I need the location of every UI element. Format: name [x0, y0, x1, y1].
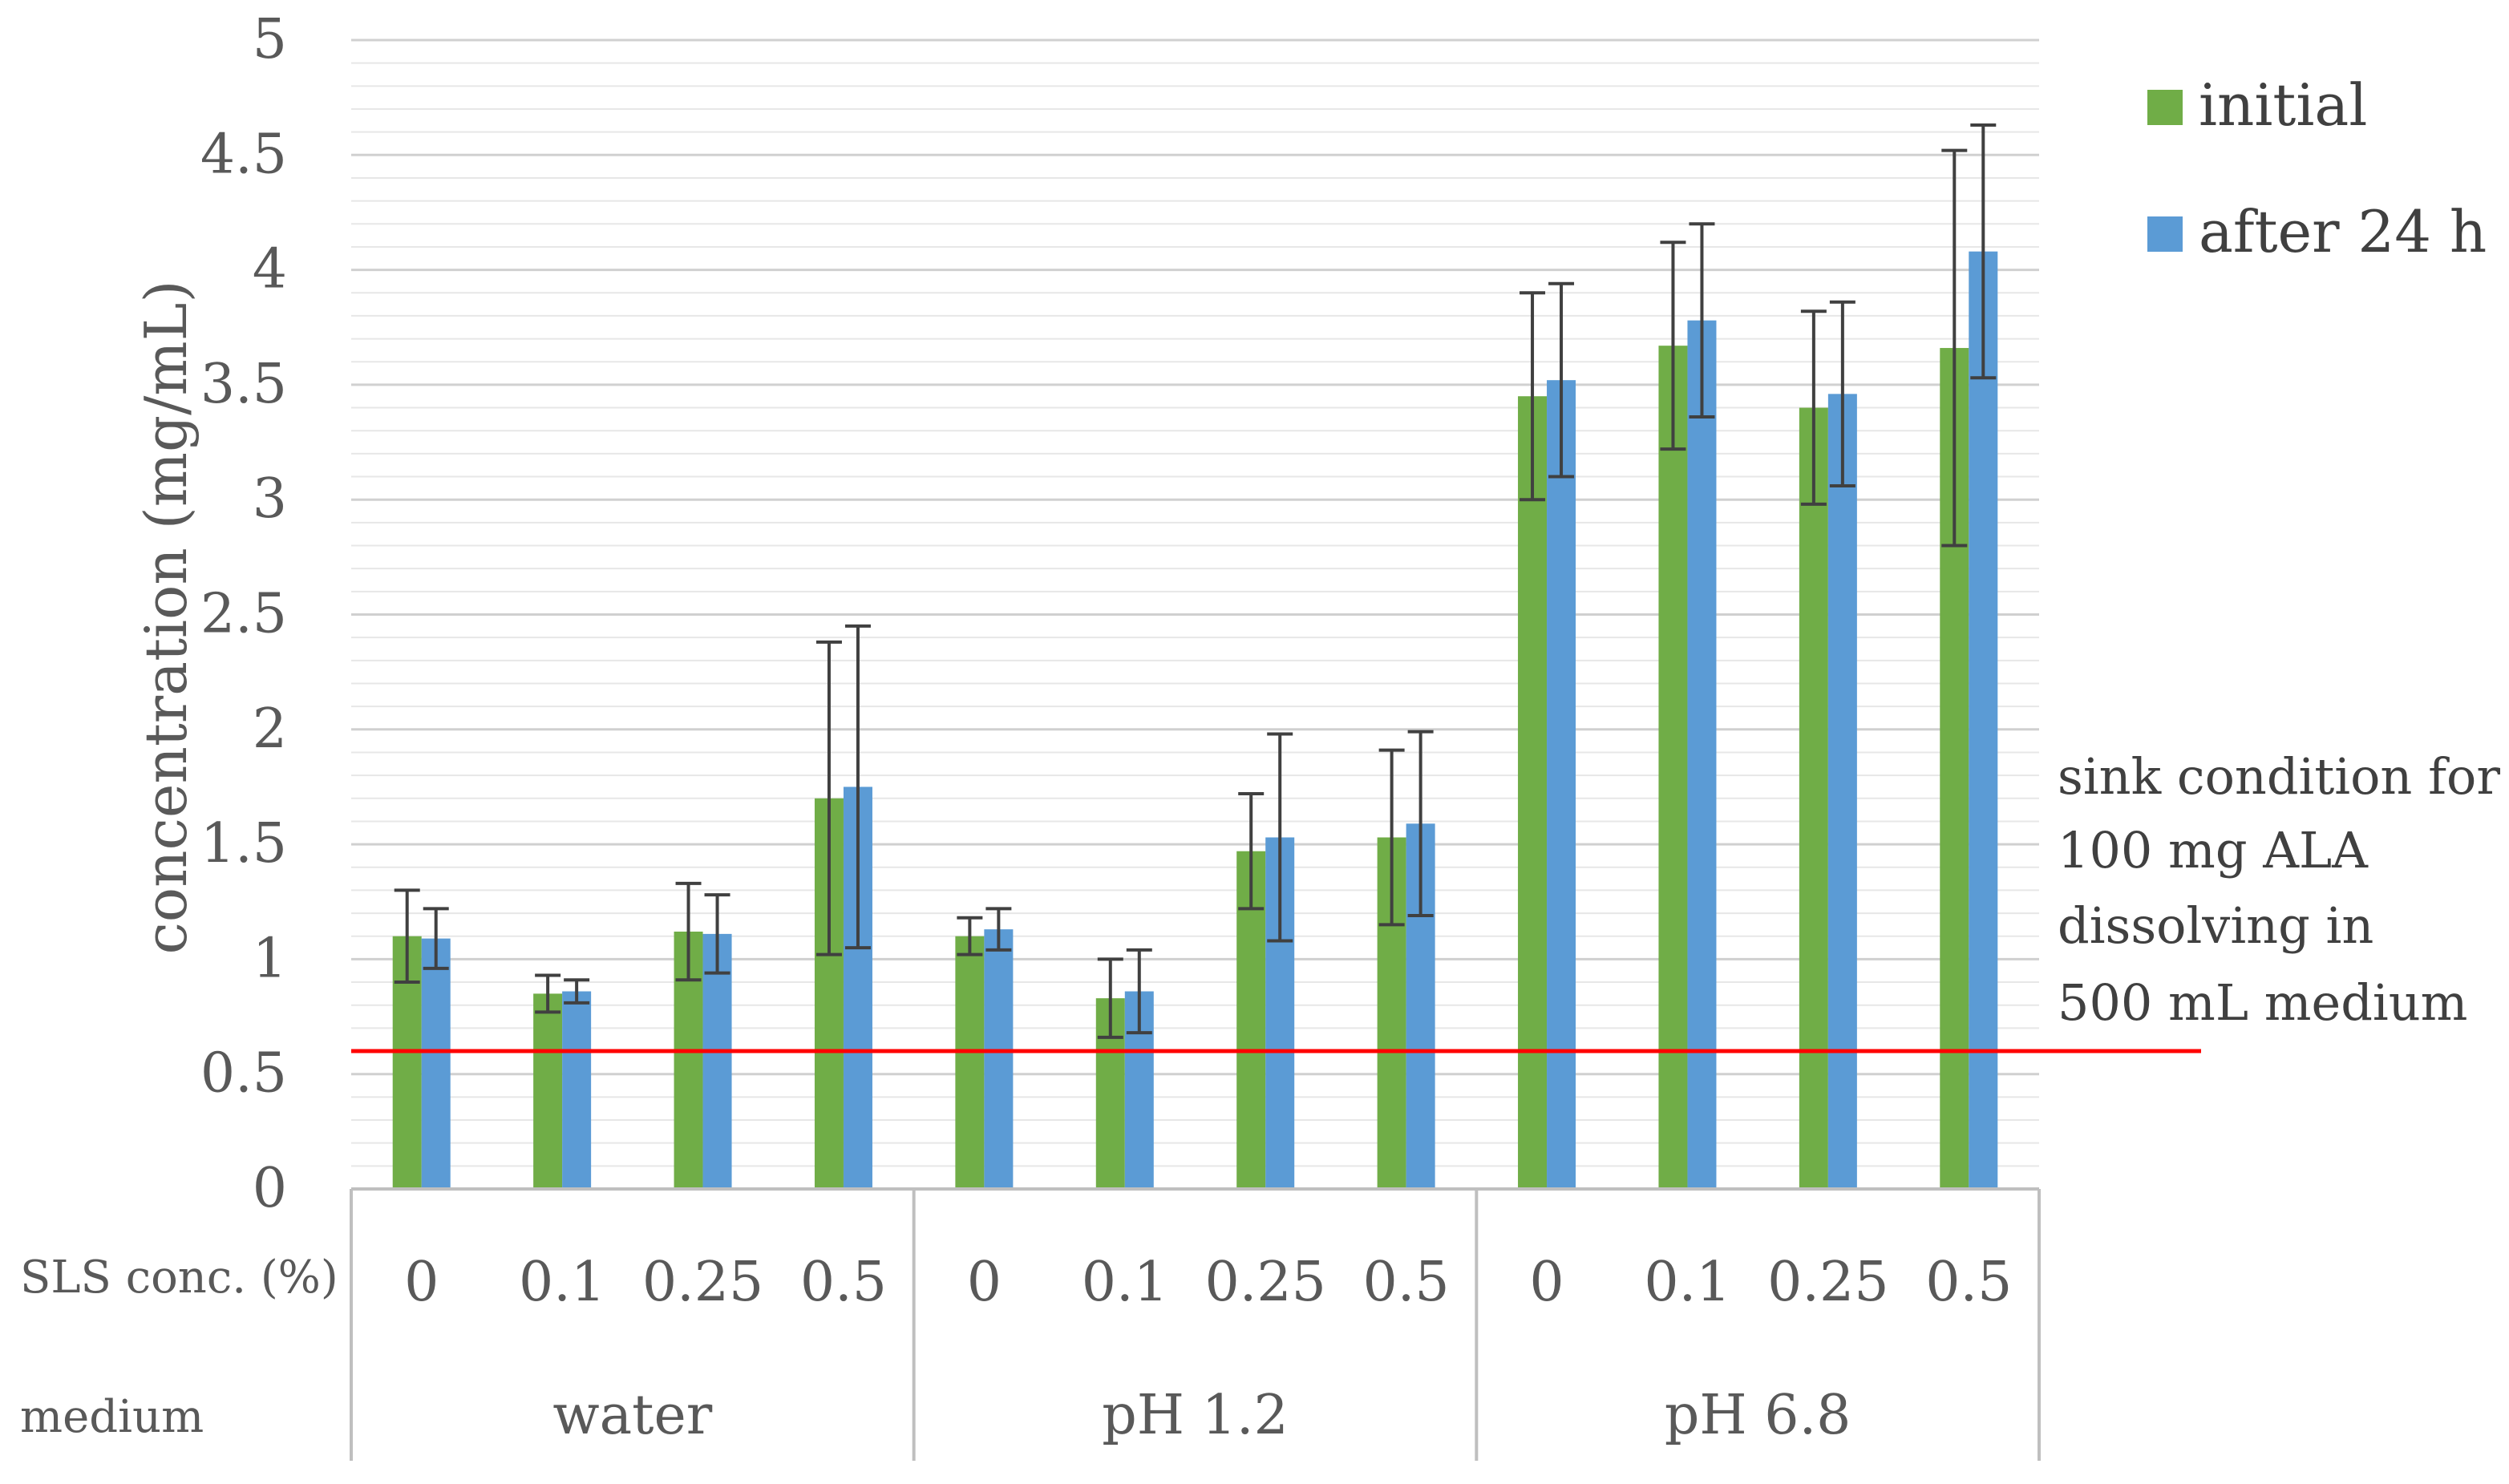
- group-label: water: [552, 1384, 712, 1447]
- x-tick-label: 0.25: [1767, 1251, 1888, 1314]
- y-tick-label: 3: [253, 467, 287, 531]
- row-label-sls: SLS conc. (%): [20, 1251, 338, 1304]
- y-tick-label: 0: [253, 1157, 287, 1220]
- y-tick-label: 1.5: [200, 812, 287, 875]
- y-tick-label: 2.5: [200, 583, 287, 646]
- x-axis-tick-labels: 0 0.1 0.25 0.5 0 0.1 0.25 0.5 0 0.1 0.25 0.5: [404, 1251, 2012, 1314]
- bar-after-24h: [1687, 320, 1717, 1190]
- y-tick-label: 2: [253, 698, 287, 761]
- x-tick-label: 0.5: [1925, 1251, 2012, 1314]
- y-axis-ticks: 0 0.5 1 1.5 2 2.5 3 3.5 4 4.5 5: [200, 8, 287, 1220]
- y-tick-label: 3.5: [200, 353, 287, 416]
- sink-condition-note: sink condition for 100 mg ALA dissolving…: [2058, 747, 2500, 1032]
- bar-after-24h: [562, 991, 592, 1189]
- x-tick-label: 0.25: [642, 1251, 763, 1314]
- bar-initial: [1799, 407, 1828, 1189]
- x-axis: [350, 1187, 2041, 1461]
- x-tick-label: 0: [1529, 1251, 1564, 1314]
- bar-after-24h: [702, 933, 732, 1189]
- sink-note-line-3: dissolving in: [2058, 896, 2373, 955]
- error-bars: [394, 123, 1997, 1039]
- bar-after-24h: [1547, 380, 1576, 1190]
- y-tick-label: 1: [253, 927, 287, 990]
- group-label: pH 1.2: [1102, 1384, 1289, 1447]
- legend-swatch-after-24h: [2147, 216, 2183, 252]
- y-axis-label: concentration (mg/mL): [132, 280, 200, 954]
- major-gridlines: [351, 38, 2039, 1076]
- bar-initial: [533, 993, 563, 1189]
- x-tick-label: 0.1: [1644, 1251, 1730, 1314]
- bar-initial: [1518, 396, 1548, 1190]
- y-tick-label: 0.5: [200, 1042, 287, 1106]
- x-tick-label: 0.5: [800, 1251, 887, 1314]
- legend-swatch-initial: [2147, 90, 2183, 125]
- sink-note-line-2: 100 mg ALA: [2058, 821, 2369, 879]
- bars: [392, 251, 1998, 1190]
- x-tick-label: 0.25: [1205, 1251, 1326, 1314]
- bar-initial: [1658, 346, 1688, 1190]
- x-tick-label: 0.1: [1082, 1251, 1168, 1314]
- x-tick-label: 0.1: [519, 1251, 605, 1314]
- bar-after-24h: [984, 929, 1014, 1189]
- bar-initial: [955, 936, 985, 1189]
- legend: initial after 24 h: [2147, 71, 2487, 265]
- y-tick-label: 5: [253, 8, 287, 71]
- group-labels: water pH 1.2 pH 6.8: [552, 1384, 1851, 1447]
- bar-after-24h: [421, 938, 451, 1189]
- row-label-medium: medium: [20, 1391, 204, 1443]
- x-tick-label: 0.5: [1363, 1251, 1450, 1314]
- y-tick-label: 4: [253, 238, 287, 301]
- x-tick-label: 0: [967, 1251, 1002, 1314]
- legend-label-initial: initial: [2199, 71, 2367, 139]
- minor-gridlines: [351, 62, 2039, 1167]
- bar-after-24h: [1827, 394, 1857, 1189]
- legend-label-after-24h: after 24 h: [2199, 198, 2487, 265]
- x-tick-label: 0: [404, 1251, 439, 1314]
- sink-note-line-4: 500 mL medium: [2058, 973, 2467, 1032]
- bar-after-24h: [1969, 251, 1998, 1189]
- y-tick-label: 4.5: [200, 123, 287, 186]
- group-label: pH 6.8: [1665, 1384, 1851, 1447]
- sink-note-line-1: sink condition for: [2058, 747, 2500, 806]
